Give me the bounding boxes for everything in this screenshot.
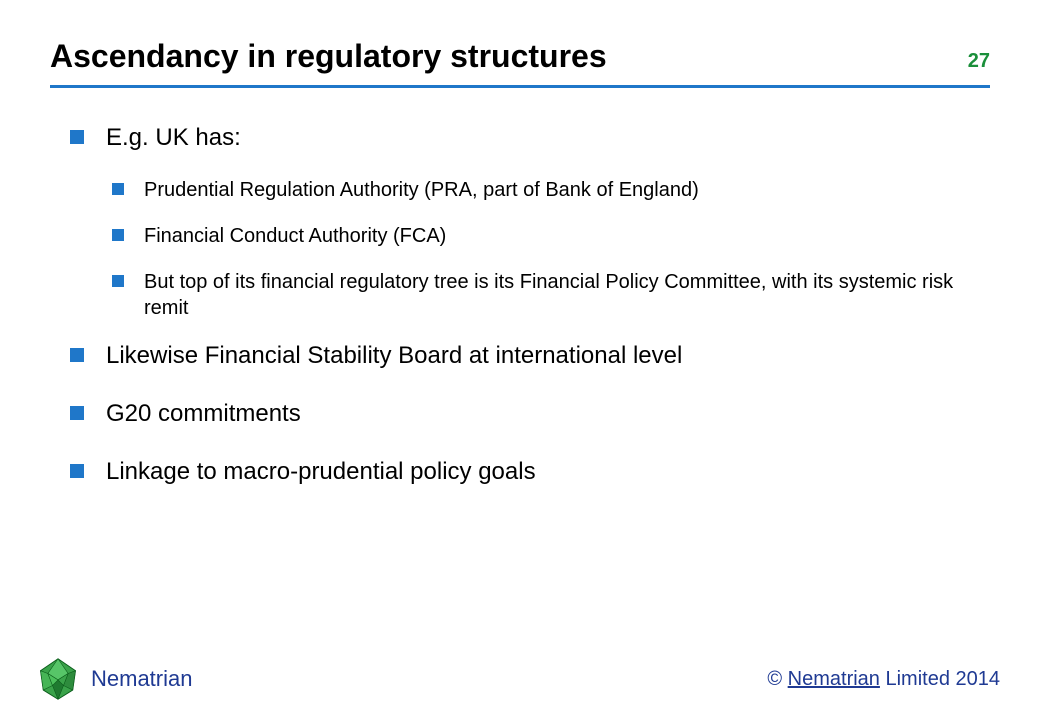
bullet-l2: Prudential Regulation Authority (PRA, pa…	[112, 177, 985, 203]
title-row: Ascendancy in regulatory structures 27	[50, 38, 990, 75]
bullet-l1: Linkage to macro-prudential policy goals	[70, 457, 985, 487]
bullet-l2: Financial Conduct Authority (FCA)	[112, 223, 985, 249]
slide-title: Ascendancy in regulatory structures	[50, 38, 607, 75]
bullet-text: Likewise Financial Stability Board at in…	[106, 341, 682, 371]
slide-header: Ascendancy in regulatory structures 27	[0, 0, 1040, 88]
page-number: 27	[968, 50, 990, 73]
bullet-text: E.g. UK has:	[106, 123, 241, 153]
square-bullet-icon	[70, 464, 84, 478]
slide-content: E.g. UK has: Prudential Regulation Autho…	[0, 88, 1040, 487]
brand-name: Nematrian	[91, 666, 192, 692]
bullet-text: Prudential Regulation Authority (PRA, pa…	[144, 177, 699, 203]
copyright-link[interactable]: Nematrian	[788, 668, 880, 690]
slide: Ascendancy in regulatory structures 27 E…	[0, 0, 1040, 720]
copyright-text: © Nematrian Limited 2014	[767, 668, 1000, 691]
bullet-l1: Likewise Financial Stability Board at in…	[70, 341, 985, 371]
square-bullet-icon	[70, 348, 84, 362]
copyright-prefix: ©	[767, 668, 787, 690]
bullet-text: Linkage to macro-prudential policy goals	[106, 457, 536, 487]
bullet-text: Financial Conduct Authority (FCA)	[144, 223, 446, 249]
square-bullet-icon	[112, 183, 124, 195]
bullet-l1: G20 commitments	[70, 399, 985, 429]
square-bullet-icon	[70, 130, 84, 144]
square-bullet-icon	[70, 406, 84, 420]
copyright-suffix: Limited 2014	[880, 668, 1000, 690]
nematrian-logo-icon	[35, 656, 81, 702]
header-rule	[50, 85, 990, 88]
footer-left: Nematrian	[35, 656, 192, 702]
bullet-l1: E.g. UK has:	[70, 123, 985, 153]
square-bullet-icon	[112, 275, 124, 287]
square-bullet-icon	[112, 229, 124, 241]
bullet-text: But top of its financial regulatory tree…	[144, 269, 974, 321]
sub-list: Prudential Regulation Authority (PRA, pa…	[112, 177, 985, 321]
slide-footer: Nematrian © Nematrian Limited 2014	[0, 656, 1040, 702]
bullet-l2: But top of its financial regulatory tree…	[112, 269, 985, 321]
bullet-text: G20 commitments	[106, 399, 301, 429]
